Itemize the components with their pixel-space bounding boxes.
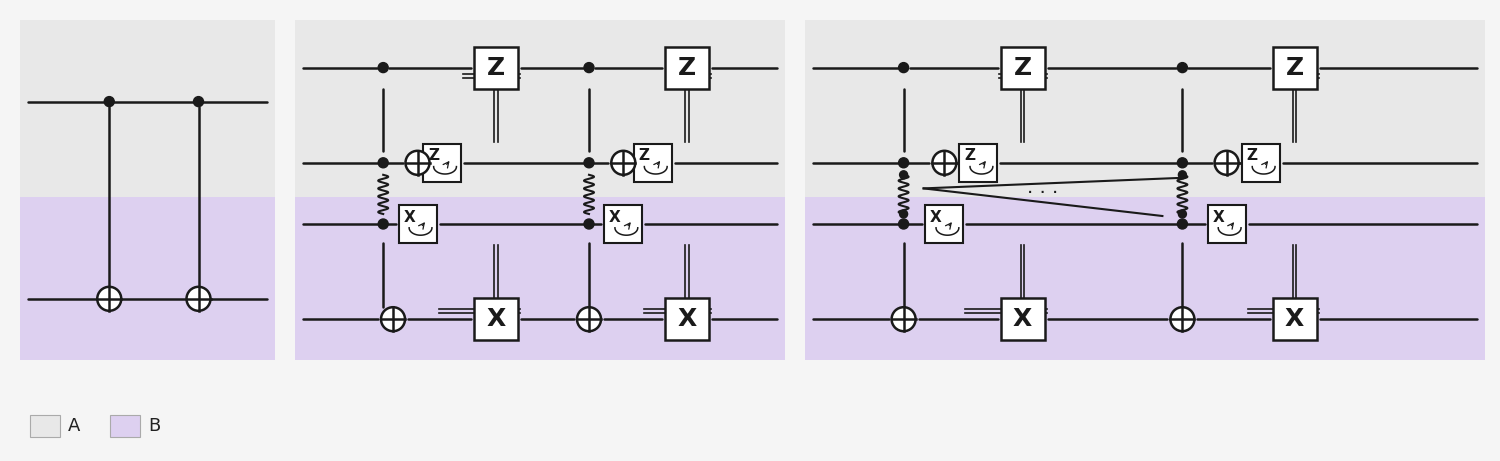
Bar — [20, 197, 274, 360]
Text: X: X — [1286, 307, 1304, 331]
Circle shape — [584, 219, 594, 229]
Bar — [296, 20, 784, 197]
Circle shape — [578, 307, 602, 331]
Circle shape — [1179, 210, 1186, 218]
Circle shape — [378, 219, 388, 229]
Circle shape — [1215, 151, 1239, 175]
Circle shape — [584, 63, 594, 72]
Circle shape — [933, 151, 957, 175]
Circle shape — [98, 287, 122, 311]
Circle shape — [898, 219, 909, 229]
Text: · · ·: · · · — [1028, 184, 1059, 203]
Text: Z: Z — [678, 56, 696, 80]
Bar — [806, 20, 1485, 197]
Text: B: B — [148, 417, 160, 435]
Text: X: X — [404, 210, 416, 225]
Circle shape — [1178, 158, 1188, 168]
Text: X: X — [930, 210, 942, 225]
Circle shape — [186, 287, 210, 311]
Text: Z: Z — [488, 56, 506, 80]
Bar — [1000, 47, 1044, 89]
Circle shape — [900, 171, 908, 179]
Text: X: X — [609, 210, 621, 225]
Bar — [806, 197, 1485, 360]
Circle shape — [900, 210, 908, 218]
Bar — [604, 205, 642, 243]
Bar — [664, 298, 710, 340]
Text: Z: Z — [1286, 56, 1304, 80]
Bar — [474, 298, 518, 340]
Circle shape — [405, 151, 429, 175]
Bar — [633, 144, 672, 182]
Bar — [30, 415, 60, 437]
Circle shape — [381, 307, 405, 331]
Circle shape — [891, 307, 915, 331]
Bar — [399, 205, 436, 243]
Bar — [20, 20, 274, 197]
Circle shape — [1178, 63, 1188, 72]
Text: Z: Z — [639, 148, 650, 164]
Circle shape — [1179, 171, 1186, 179]
Bar — [960, 144, 998, 182]
Text: Z: Z — [964, 148, 975, 164]
Text: Z: Z — [1014, 56, 1032, 80]
Bar — [1272, 298, 1317, 340]
Bar — [296, 197, 784, 360]
Bar — [474, 47, 518, 89]
Bar — [1000, 298, 1044, 340]
Bar — [1272, 47, 1317, 89]
Bar — [110, 415, 140, 437]
Circle shape — [378, 63, 388, 72]
Circle shape — [898, 158, 909, 168]
Text: X: X — [486, 307, 506, 331]
Circle shape — [898, 63, 909, 72]
Circle shape — [194, 97, 204, 106]
Bar — [1242, 144, 1280, 182]
Bar — [423, 144, 460, 182]
Text: X: X — [1212, 210, 1224, 225]
Circle shape — [584, 158, 594, 168]
Bar — [664, 47, 710, 89]
Circle shape — [104, 97, 114, 106]
Circle shape — [1178, 219, 1188, 229]
Text: A: A — [68, 417, 81, 435]
Circle shape — [378, 158, 388, 168]
Circle shape — [1170, 307, 1194, 331]
Text: Z: Z — [1246, 148, 1257, 164]
Text: X: X — [678, 307, 696, 331]
Text: X: X — [1013, 307, 1032, 331]
Bar — [926, 205, 963, 243]
Bar — [1208, 205, 1245, 243]
Circle shape — [612, 151, 636, 175]
Text: Z: Z — [427, 148, 439, 164]
